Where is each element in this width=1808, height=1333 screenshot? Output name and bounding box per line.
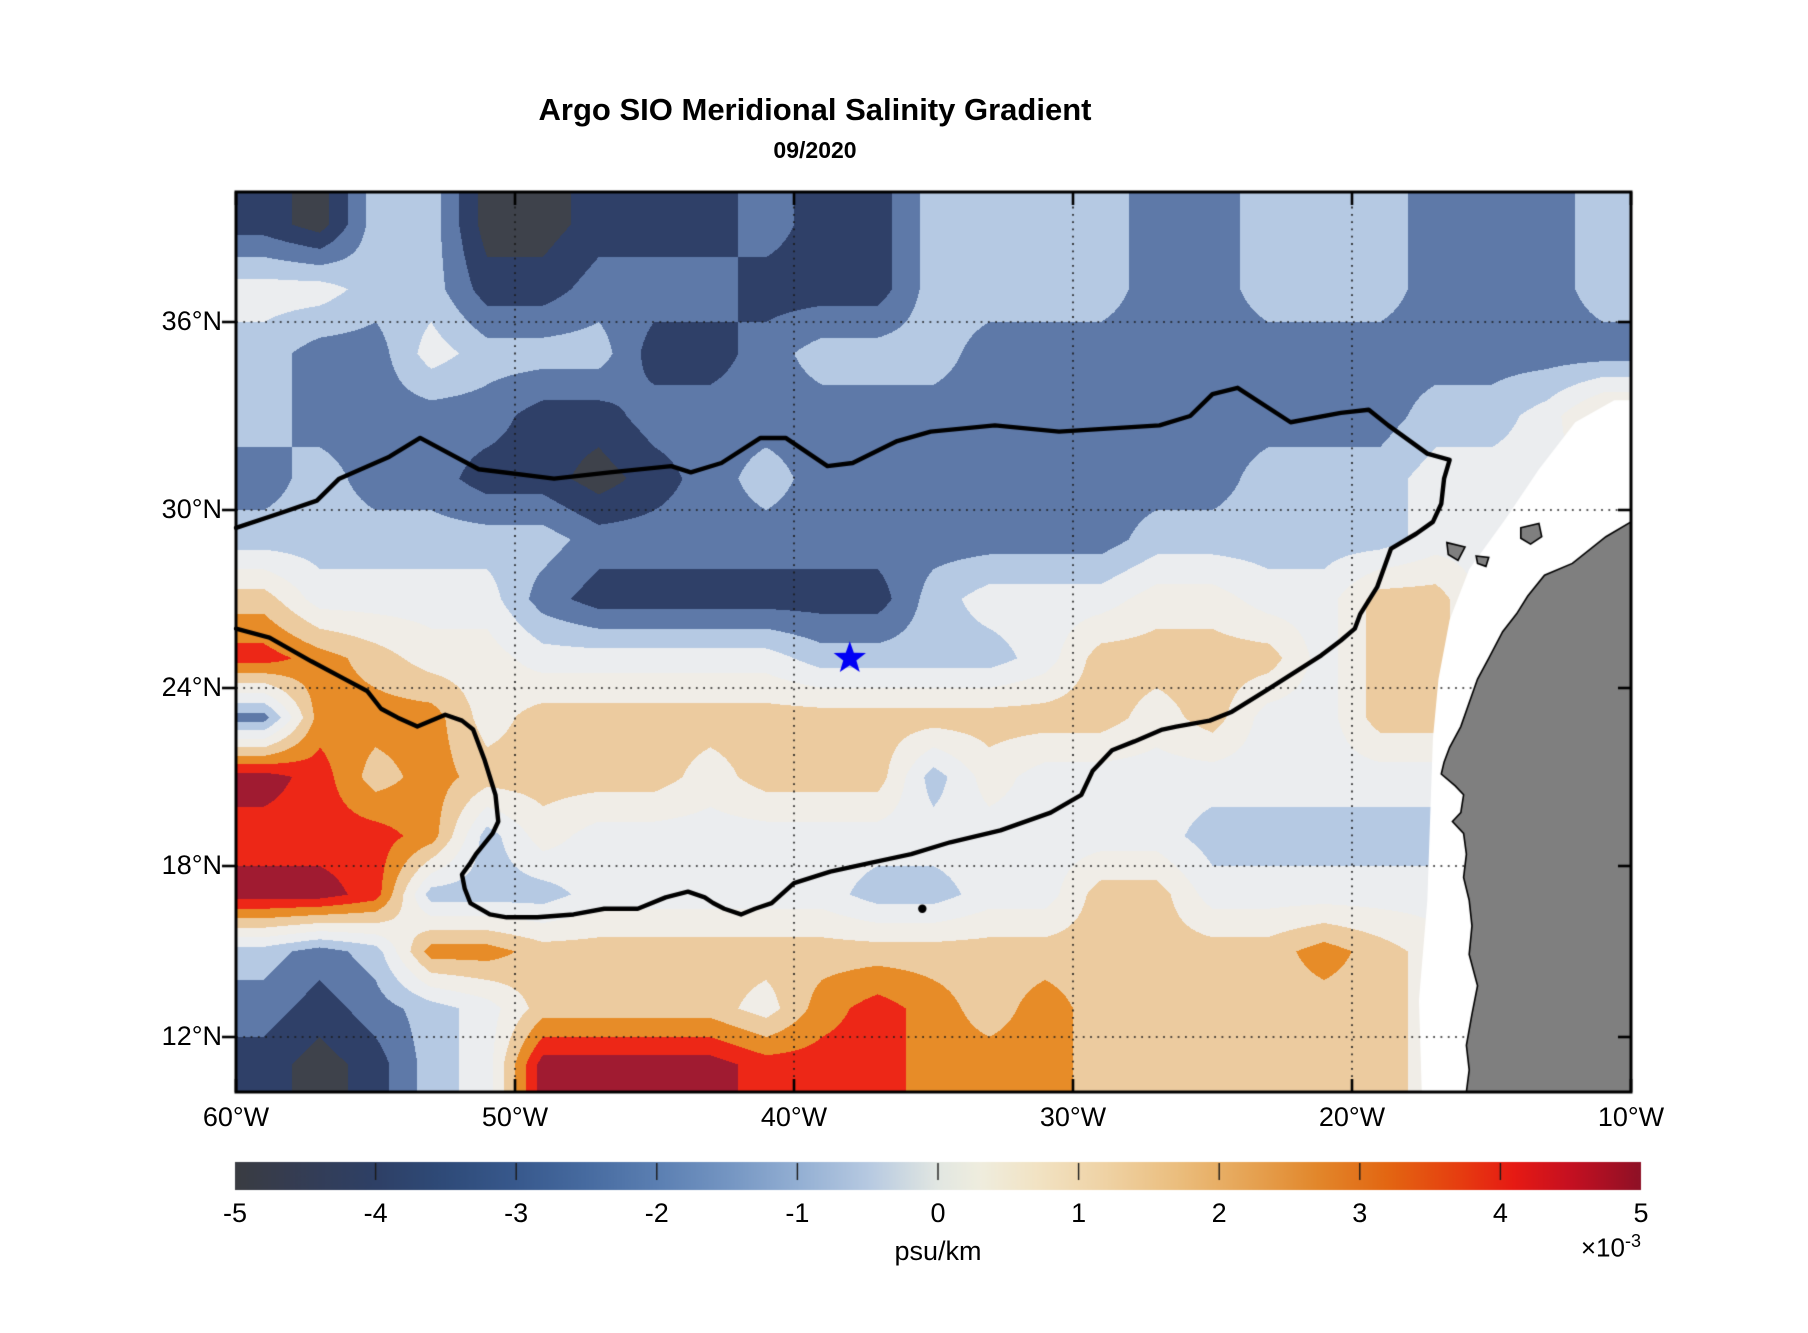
x-tick-label: 60°W (202, 1102, 270, 1132)
colorbar-tick-label: 3 (1352, 1198, 1368, 1228)
y-tick-label: 24°N (161, 672, 222, 702)
x-tick-label: 50°W (481, 1102, 549, 1132)
colorbar-tick-label: -1 (785, 1198, 810, 1228)
colorbar-units-label: psu/km (894, 1236, 982, 1266)
colorbar-tick-label: 2 (1211, 1198, 1227, 1228)
colorbar-exponent-label: ×10-3 (1581, 1231, 1641, 1264)
y-tick-label: 36°N (161, 306, 222, 336)
colorbar-exponent: -3 (1624, 1231, 1641, 1251)
y-tick-label: 18°N (161, 850, 222, 880)
colorbar-tick-label: -2 (644, 1198, 669, 1228)
chart-subtitle: 09/2020 (773, 137, 857, 163)
colorbar-tick-label: 1 (1071, 1198, 1087, 1228)
y-tick-label: 30°N (161, 494, 222, 524)
colorbar-tick-label: -4 (363, 1198, 388, 1228)
colorbar-tick-label: -5 (222, 1198, 248, 1228)
x-tick-label: 20°W (1318, 1102, 1386, 1132)
colorbar-multiplier: ×10 (1580, 1232, 1625, 1263)
x-tick-label: 10°W (1597, 1102, 1665, 1132)
colorbar-tick-label: 5 (1633, 1198, 1649, 1228)
x-tick-label: 30°W (1039, 1102, 1107, 1132)
y-tick-label: 12°N (161, 1021, 222, 1051)
x-tick-label: 40°W (760, 1102, 828, 1132)
colorbar-tick-label: 0 (930, 1198, 946, 1228)
chart-title: Argo SIO Meridional Salinity Gradient (538, 92, 1092, 127)
colorbar-tick-label: 4 (1492, 1198, 1508, 1228)
colorbar-tick-label: -3 (504, 1198, 529, 1228)
